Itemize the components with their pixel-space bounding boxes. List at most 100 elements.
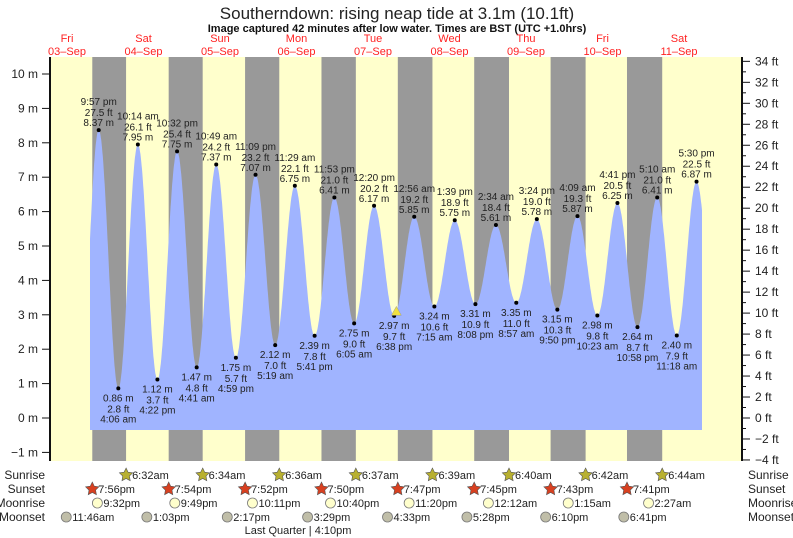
high-tide-label: 6.25 m: [602, 191, 633, 202]
day-name-label: Tue: [364, 33, 383, 45]
high-tide-point: [412, 214, 417, 219]
sunset-icon: [237, 481, 253, 496]
day-labels: Fri03–SepSat04–SepSun05–SepMon06–SepTue0…: [48, 33, 698, 58]
sunrise-icon: [271, 467, 287, 482]
low-tide-label: 10.6 ft: [420, 323, 448, 334]
high-tide-point: [615, 201, 620, 205]
sunset-icon: [466, 481, 482, 496]
day-date-label: 06–Sep: [278, 46, 316, 58]
high-tide-label: 21.0 ft: [643, 175, 671, 186]
sunrise-icon: [425, 467, 440, 482]
low-tide-label: 4:41 am: [179, 393, 215, 404]
sunset-row-label: Sunset: [8, 482, 46, 496]
left-axis-tick-label: 2 m: [18, 342, 38, 356]
sunset-time-label: 7:41pm: [633, 484, 670, 496]
low-tide-label: 10:58 pm: [617, 353, 659, 364]
high-tide-label: 20.2 ft: [360, 184, 388, 195]
low-tide-point: [194, 365, 199, 370]
high-tide-label: 12:56 am: [393, 184, 435, 195]
astro-rows: Sunrise Sunrise 6:32am 6:34am 6:36am 6:37am 6:…: [0, 467, 793, 524]
low-tide-label: 3.15 m: [542, 315, 573, 326]
high-tide-label: 4:41 pm: [599, 170, 635, 181]
high-tide-point: [655, 195, 660, 200]
low-tide-label: 6:38 pm: [376, 342, 412, 353]
low-tide-label: 3.31 m: [460, 309, 491, 320]
right-axis-tick-label: 20 ft: [755, 201, 779, 215]
high-tide-label: 11:29 am: [274, 153, 315, 164]
day-name-label: Sat: [671, 33, 688, 45]
sunrise-time-label: 6:44am: [668, 470, 705, 482]
sunset-time-label: 7:54pm: [175, 484, 212, 496]
sunrise-row-label: Sunrise: [4, 468, 45, 482]
sunset-time-label: 7:50pm: [327, 484, 364, 496]
low-tide-point: [674, 333, 679, 338]
sunset-time-label: 7:56pm: [98, 484, 135, 496]
low-tide-label: 5:19 am: [257, 371, 293, 382]
low-tide-point: [432, 304, 437, 309]
right-axis-tick-label: 22 ft: [755, 180, 779, 194]
right-axis-tick-label: 28 ft: [755, 117, 779, 131]
moonset-time-label: 1:03pm: [153, 512, 190, 524]
low-tide-label: 2.75 m: [339, 328, 370, 339]
chart-subtitle: Image captured 42 minutes after low wate…: [208, 23, 587, 35]
high-tide-label: 1:39 pm: [437, 187, 473, 198]
low-tide-point: [555, 307, 560, 312]
moonrise-icon: [403, 497, 415, 509]
high-tide-label: 18.4 ft: [482, 203, 510, 214]
high-tide-label: 5.78 m: [522, 207, 553, 218]
day-date-label: 09–Sep: [507, 46, 545, 58]
low-tide-label: 10.9 ft: [462, 320, 490, 331]
right-axis-tick-label: 12 ft: [755, 285, 779, 299]
day-date-label: 03–Sep: [48, 46, 86, 58]
low-tide-label: 9.7 ft: [383, 332, 405, 343]
moonset-time-label: 4:33pm: [394, 512, 431, 524]
day-date-label: 08–Sep: [431, 46, 469, 58]
moonset-icon: [141, 511, 153, 523]
moonset-icon: [302, 511, 314, 523]
moonset-icon: [540, 511, 552, 523]
left-axis-tick-label: 8 m: [18, 136, 38, 150]
high-tide-label: 19.0 ft: [523, 197, 551, 208]
high-tide-label: 8.37 m: [83, 118, 114, 129]
low-tide-point: [514, 300, 519, 305]
sunrise-time-label: 6:32am: [132, 470, 169, 482]
high-tide-label: 24.2 ft: [202, 142, 230, 153]
high-tide-label: 11:09 pm: [235, 142, 276, 153]
moonrise-icon: [247, 497, 258, 509]
low-tide-label: 11:18 am: [656, 361, 697, 372]
low-tide-point: [595, 313, 600, 318]
sunrise-time-label: 6:39am: [438, 470, 475, 482]
high-tide-label: 19.3 ft: [564, 194, 592, 205]
day-name-label: Sun: [210, 33, 230, 45]
moonset-icon: [461, 511, 473, 523]
high-tide-label: 5.75 m: [439, 208, 470, 219]
right-axis-tick-label: 18 ft: [755, 222, 779, 236]
day-date-label: 10–Sep: [584, 46, 622, 58]
low-tide-label: 7.0 ft: [264, 361, 286, 372]
high-tide-label: 6.87 m: [681, 170, 712, 181]
low-tide-label: 7.9 ft: [666, 351, 688, 362]
high-tide-label: 11:53 pm: [314, 164, 355, 175]
sunrise-icon: [578, 467, 593, 482]
low-tide-label: 6:05 am: [336, 349, 372, 360]
high-tide-label: 23.2 ft: [242, 153, 270, 164]
high-tide-label: 9:57 pm: [81, 97, 117, 108]
left-axis-tick-label: 9 m: [18, 101, 38, 115]
high-tide-point: [372, 203, 377, 208]
sunset-time-label: 7:52pm: [251, 484, 288, 496]
sunset-icon: [619, 481, 635, 496]
moonset-icon: [221, 511, 233, 523]
day-name-label: Wed: [438, 33, 460, 45]
high-tide-point: [135, 142, 140, 147]
high-tide-label: 5:10 am: [639, 164, 675, 175]
day-name-label: Fri: [596, 33, 609, 45]
moonset-icon: [382, 511, 393, 523]
high-tide-point: [534, 217, 539, 222]
high-tide-label: 26.1 ft: [124, 123, 152, 134]
current-tide-marker: [390, 305, 402, 316]
right-axis-tick-label: 4 ft: [755, 369, 772, 383]
low-tide-label: 4:59 pm: [218, 384, 254, 395]
right-axis-tick-label: 24 ft: [755, 159, 779, 173]
sunrise-icon: [195, 467, 210, 482]
